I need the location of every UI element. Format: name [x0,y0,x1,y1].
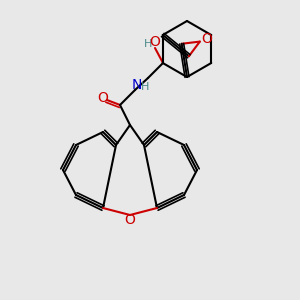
Text: H: H [144,39,152,49]
Text: O: O [98,91,108,105]
Text: N: N [132,78,142,92]
Text: O: O [201,32,212,46]
Text: O: O [124,213,135,227]
Text: O: O [150,35,160,49]
Text: H: H [141,82,149,92]
